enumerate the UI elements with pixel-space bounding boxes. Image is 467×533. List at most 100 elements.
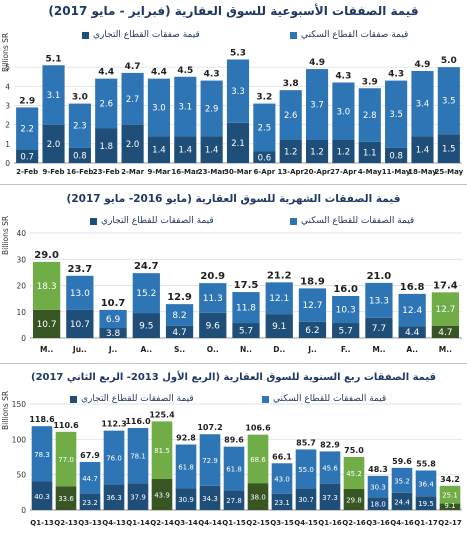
bar-commercial bbox=[32, 309, 61, 338]
data-label-total: 4.3 bbox=[204, 70, 220, 80]
data-label-commercial: 24.4 bbox=[394, 498, 410, 506]
y-tick-label: 40 bbox=[16, 229, 26, 238]
legend-swatch-commercial bbox=[82, 31, 89, 39]
bar-commercial bbox=[319, 483, 341, 510]
data-label-residential: 3.5 bbox=[442, 97, 456, 107]
data-label-total: 17.4 bbox=[433, 280, 458, 291]
x-tick-label: 25-May bbox=[434, 168, 463, 176]
bar-residential bbox=[367, 475, 389, 498]
data-label-commercial: 4.4 bbox=[405, 328, 420, 338]
bar-residential bbox=[253, 103, 276, 152]
x-tick-label: 27-Apr bbox=[330, 168, 357, 176]
bar-residential bbox=[295, 449, 317, 489]
data-label-residential: 78.1 bbox=[130, 453, 146, 461]
bar-commercial bbox=[165, 325, 194, 338]
data-label-total: 85.7 bbox=[296, 438, 316, 447]
data-label-residential: 30.3 bbox=[370, 484, 386, 492]
data-label-residential: 13.0 bbox=[70, 289, 90, 299]
quarterly-legend-residential: قيمة الصفقات للقطاع السكني bbox=[262, 394, 386, 404]
data-label-residential: 3.0 bbox=[337, 107, 351, 117]
bar-residential bbox=[175, 444, 197, 489]
x-tick-label: D.. bbox=[273, 345, 285, 354]
x-tick-label: 9-Feb bbox=[43, 168, 65, 176]
data-label-residential: 2.6 bbox=[99, 100, 113, 110]
data-label-total: 118.6 bbox=[29, 415, 55, 424]
x-tick-label: 2-Mar bbox=[121, 168, 144, 176]
x-tick-label: Q2-14 bbox=[150, 519, 174, 527]
x-tick-label: 23-Mar bbox=[198, 168, 226, 176]
data-label-residential: 77.0 bbox=[58, 456, 74, 464]
x-tick-label: Q4-14 bbox=[198, 519, 222, 527]
data-label-commercial: 9.5 bbox=[139, 322, 153, 332]
weekly-chart: 0 1 2 3 4 5 0.7 2.2 2.9 2-Feb 2.0 3.1 5.1 9-Feb 0.8 2.3… bbox=[5, 49, 463, 177]
bar-commercial bbox=[411, 136, 434, 163]
data-label-total: 75.0 bbox=[344, 446, 364, 455]
data-label-residential: 3.3 bbox=[231, 87, 245, 97]
bar-commercial bbox=[175, 488, 197, 510]
bar-commercial bbox=[132, 313, 160, 338]
data-label-commercial: 6.2 bbox=[305, 326, 319, 336]
y-tick-label: 0 bbox=[5, 159, 10, 168]
data-label-total: 5.1 bbox=[46, 54, 62, 64]
bar-commercial bbox=[305, 140, 329, 163]
x-tick-label: A.. bbox=[406, 345, 418, 354]
bar-commercial bbox=[226, 122, 250, 163]
bar-commercial bbox=[16, 149, 39, 163]
bar-residential bbox=[265, 282, 293, 315]
data-label-total: 21.2 bbox=[267, 270, 292, 281]
data-label-commercial: 4.7 bbox=[438, 328, 452, 338]
data-label-residential: 55.0 bbox=[298, 466, 314, 474]
data-label-total: 4.3 bbox=[335, 72, 351, 82]
x-tick-label: Q1-15 bbox=[222, 519, 246, 527]
data-label-total: 4.7 bbox=[125, 62, 141, 72]
x-tick-label: 11-May bbox=[382, 168, 411, 176]
y-tick-label: 1 bbox=[5, 140, 10, 149]
data-label-total: 16.0 bbox=[333, 284, 358, 295]
data-label-commercial: 27.8 bbox=[226, 497, 242, 505]
bar-residential bbox=[132, 273, 160, 314]
bar-commercial bbox=[68, 147, 91, 163]
data-label-total: 34.2 bbox=[440, 475, 460, 484]
data-label-residential: 3.1 bbox=[47, 91, 61, 101]
data-label-total: 107.2 bbox=[197, 423, 222, 432]
bar-residential bbox=[431, 292, 460, 326]
data-label-residential: 3.7 bbox=[310, 101, 324, 111]
y-tick-label: 2 bbox=[5, 121, 10, 130]
y-tick-label: 100 bbox=[12, 435, 27, 444]
bar-residential bbox=[385, 80, 408, 148]
bar-commercial bbox=[99, 328, 127, 338]
bar-residential bbox=[32, 261, 61, 310]
data-label-total: 110.6 bbox=[53, 421, 79, 430]
x-tick-label: Q1-16 bbox=[318, 519, 342, 527]
bar-commercial bbox=[174, 136, 197, 163]
bar-residential bbox=[398, 293, 426, 327]
data-label-commercial: 38.0 bbox=[250, 494, 266, 502]
bar-residential bbox=[95, 78, 118, 129]
legend-label: قيمة صفقات القطاع التجاري bbox=[93, 30, 200, 40]
data-label-total: 23.7 bbox=[68, 264, 93, 275]
data-label-commercial: 23.2 bbox=[82, 499, 98, 507]
bar-residential bbox=[121, 72, 144, 125]
data-label-total: 66.1 bbox=[272, 452, 292, 461]
x-tick-label: Q4-13 bbox=[102, 519, 126, 527]
bar-residential bbox=[165, 304, 194, 326]
bar-residential bbox=[68, 103, 91, 148]
data-label-total: 112.3 bbox=[101, 420, 126, 429]
legend-label: قيمة الصفقات للقطاع السكني bbox=[301, 216, 415, 226]
bar-commercial bbox=[151, 478, 173, 510]
data-label-residential: 10.3 bbox=[336, 306, 356, 316]
monthly-legend-commercial: قيمة الصفقات للقطاع التجاري bbox=[90, 216, 214, 226]
y-tick-label: 0 bbox=[21, 334, 26, 343]
data-label-residential: 78.3 bbox=[34, 451, 50, 459]
bar-residential bbox=[439, 485, 461, 504]
legend-label: قيمة صفقات القطاع السكني bbox=[301, 30, 409, 40]
bar-residential bbox=[279, 90, 302, 140]
bar-residential bbox=[247, 434, 269, 484]
x-tick-label: Q2-13 bbox=[54, 519, 78, 527]
bar-residential bbox=[415, 470, 437, 497]
bar-commercial bbox=[279, 140, 302, 163]
quarterly-legend-commercial: قيمة الصفقات للقطاع التجاري bbox=[70, 394, 194, 404]
data-label-commercial: 1.4 bbox=[179, 146, 193, 156]
data-label-residential: 68.6 bbox=[250, 456, 266, 464]
data-label-commercial: 1.2 bbox=[310, 148, 324, 158]
